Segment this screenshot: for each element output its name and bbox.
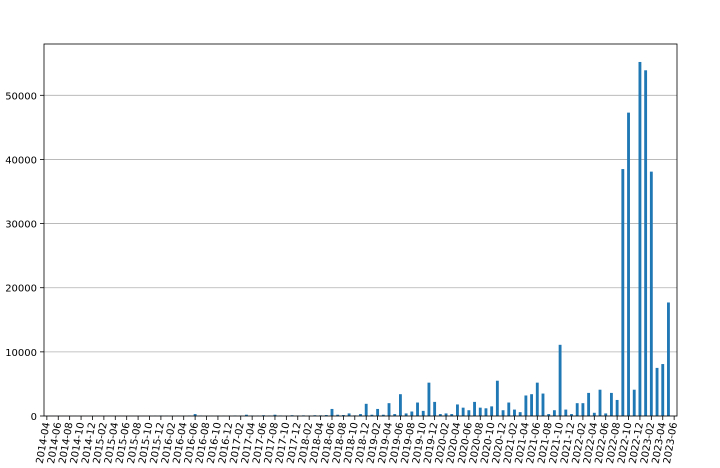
bar [273,414,277,416]
bar [644,70,648,416]
plot-frame [43,43,678,417]
bar [467,410,471,416]
bar [632,389,636,416]
bar [621,169,625,416]
bar [558,344,562,416]
bar [518,412,522,416]
bar [381,414,385,416]
y-tick-label: 50000 [5,91,37,102]
bar [575,403,579,416]
bar [324,415,328,416]
bar [507,402,511,416]
bar [438,414,442,416]
bar [410,411,414,416]
bar [564,409,568,416]
bar [245,414,248,416]
y-tick-label: 0 [31,412,37,423]
bar [581,403,585,416]
y-tick-label: 20000 [5,284,37,295]
bar [193,414,197,416]
bar [649,171,653,416]
bar [609,392,613,416]
bar [604,413,608,416]
bar [592,412,596,416]
y-axis: 0 10000 20000 30000 40000 50000 [5,91,44,423]
bar [341,415,345,416]
y-tick-label: 10000 [5,348,37,359]
bar [404,413,408,416]
bar [330,408,334,416]
y-tick-label: 30000 [5,220,37,231]
bar [461,407,465,416]
x-axis: 2014-042014-062014-082014-102014-122015-… [35,416,680,465]
bar [535,382,539,416]
bar [495,380,499,416]
bar-series [45,61,670,417]
bar [513,409,516,416]
bar [627,112,630,416]
bar [530,394,534,416]
bar [655,367,659,416]
bar [541,393,545,416]
bar [347,413,351,416]
bar [393,414,397,416]
bar [473,401,476,416]
bar [364,403,368,416]
bar [376,408,380,416]
bar [427,382,431,416]
bar [638,61,642,417]
bar [450,414,454,416]
bar [456,404,459,416]
bar [598,389,602,416]
bar [359,414,362,416]
bar [552,410,556,416]
bar [478,407,482,416]
bar [501,410,505,416]
y-gridlines [44,94,677,417]
bar [547,414,551,416]
y-tick-label: 40000 [5,155,37,166]
bar [484,408,488,416]
bar [667,302,670,416]
bar [387,403,391,416]
bar [615,399,619,416]
bar [370,414,374,416]
bar [587,392,591,416]
bar [444,413,448,416]
bar [570,414,573,416]
bar [524,395,528,416]
bar [336,414,340,416]
bar [433,401,437,416]
bar [421,410,425,416]
bar [490,406,494,416]
bar [661,364,665,416]
bar [398,394,402,416]
bar [416,402,419,416]
